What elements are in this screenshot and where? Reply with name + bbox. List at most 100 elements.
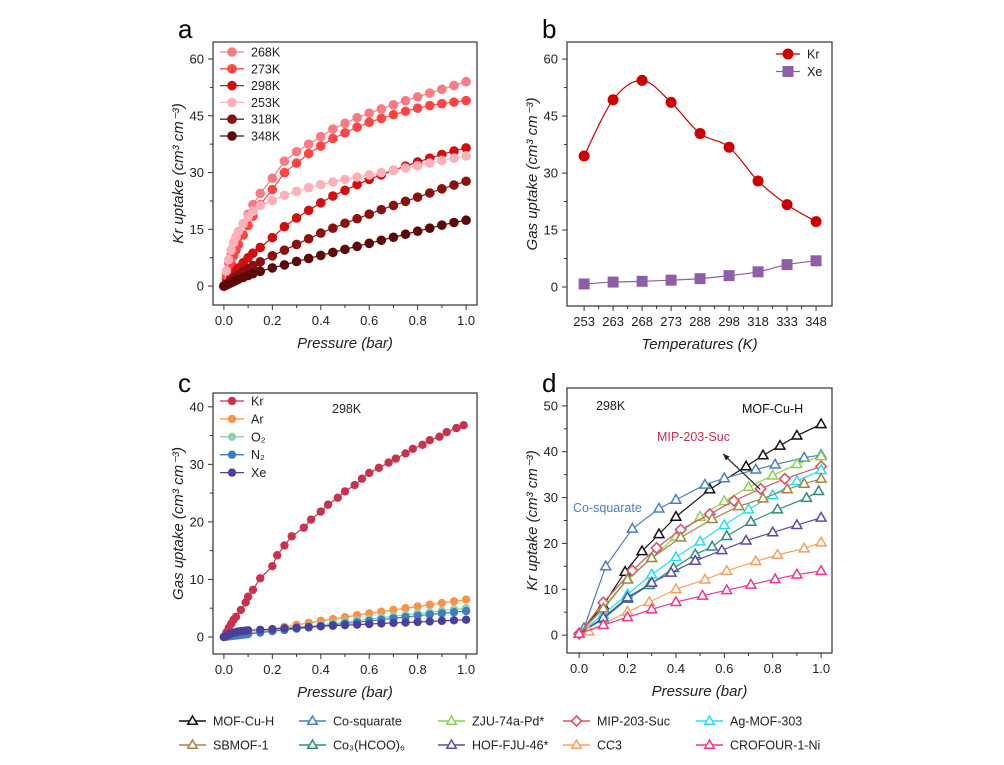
x-axis-label: Pressure (bar): [652, 683, 748, 700]
legend-item: Kr: [220, 395, 264, 409]
data-point: [279, 221, 290, 232]
data-point: [578, 150, 590, 162]
legend-item: 298K: [220, 79, 281, 93]
data-point: [790, 567, 804, 579]
data-point: [461, 606, 471, 616]
series-annotation: MOF-Cu-H: [742, 402, 803, 416]
series-Kr: [578, 74, 822, 228]
data-point: [280, 624, 289, 633]
data-point: [388, 232, 399, 243]
data-point: [705, 539, 719, 551]
data-point: [814, 564, 828, 576]
legend-item: 273K: [220, 62, 281, 76]
data-point: [306, 515, 316, 524]
data-point: [689, 554, 702, 565]
data-point: [754, 482, 767, 496]
data-point: [236, 605, 246, 615]
data-point: [364, 170, 375, 180]
data-point: [461, 595, 471, 604]
data-point: [357, 474, 367, 483]
data-point: [768, 572, 782, 584]
data-point: [267, 173, 278, 184]
legend-item: Kr: [776, 48, 820, 62]
legend-item: N₂: [220, 448, 265, 462]
data-point: [790, 457, 804, 469]
legend-label: Xe: [807, 65, 822, 79]
data-point: [781, 259, 793, 271]
series-line: [583, 79, 817, 223]
data-point: [400, 106, 411, 117]
legend-marker: [227, 97, 237, 108]
legend-marker: [306, 738, 319, 749]
series-HOF-FJU-46*: [572, 511, 828, 638]
x-tick-label: 253: [573, 314, 595, 329]
data-point: [449, 80, 459, 91]
data-point: [437, 609, 447, 618]
legend-label: Kr: [807, 48, 820, 62]
data-point: [328, 247, 338, 258]
data-point: [814, 511, 828, 522]
data-point: [389, 605, 398, 615]
data-point: [248, 260, 258, 271]
series-Xe: [578, 255, 822, 290]
legend-label: 273K: [251, 62, 281, 76]
y-tick-label: 30: [190, 165, 204, 180]
data-point: [291, 239, 302, 250]
legend-label: CROFOUR-1-Ni: [730, 739, 820, 753]
data-point: [749, 554, 763, 566]
panel-label: b: [542, 14, 556, 44]
data-point: [303, 205, 314, 216]
x-tick-label: 1.0: [812, 661, 830, 676]
series-line: [578, 465, 822, 635]
data-point: [376, 235, 387, 246]
x-tick-label: 0.8: [409, 313, 427, 328]
data-point: [790, 518, 804, 530]
data-point: [720, 529, 733, 541]
data-point: [315, 179, 326, 190]
data-point: [768, 457, 782, 469]
data-point: [739, 533, 753, 545]
data-point: [459, 421, 468, 430]
x-tick-label: 348: [805, 314, 827, 329]
data-point: [384, 458, 393, 467]
data-point: [778, 472, 792, 486]
legend-item: CROFOUR-1-Ni: [696, 738, 820, 753]
data-point: [315, 250, 326, 261]
data-point: [328, 124, 338, 134]
data-point: [364, 209, 375, 219]
data-point: [449, 597, 459, 606]
legend-item: Ar: [220, 412, 264, 426]
legend-marker: [570, 714, 583, 728]
data-point: [400, 196, 411, 207]
legend-marker: [445, 714, 458, 725]
y-axis-label: Gas uptake (cm³ cm⁻³): [170, 447, 187, 600]
legend-item: O₂: [220, 430, 266, 444]
data-point: [723, 141, 735, 153]
data-point: [412, 226, 423, 237]
data-point: [698, 572, 712, 584]
legend-label: Ar: [251, 412, 264, 426]
data-point: [669, 493, 683, 504]
data-point: [352, 122, 362, 132]
legend-item: MIP-203-Suc: [563, 715, 670, 729]
legend-item: 253K: [220, 96, 281, 110]
data-point: [376, 204, 387, 215]
data-point: [364, 238, 375, 249]
data-point: [461, 143, 471, 153]
x-tick-label: 318: [747, 314, 769, 329]
data-point: [771, 502, 784, 514]
data-point: [665, 96, 677, 108]
legend-label: 348K: [251, 130, 281, 144]
data-point: [607, 94, 619, 106]
data-point: [267, 263, 278, 273]
y-tick-label: 40: [544, 444, 558, 459]
data-point: [674, 530, 687, 542]
data-point: [797, 450, 811, 462]
data-point: [340, 174, 350, 185]
data-point: [578, 278, 590, 290]
x-tick-label: 0.2: [618, 661, 636, 676]
data-point: [437, 598, 447, 608]
data-point: [340, 185, 350, 196]
data-point: [400, 95, 411, 106]
